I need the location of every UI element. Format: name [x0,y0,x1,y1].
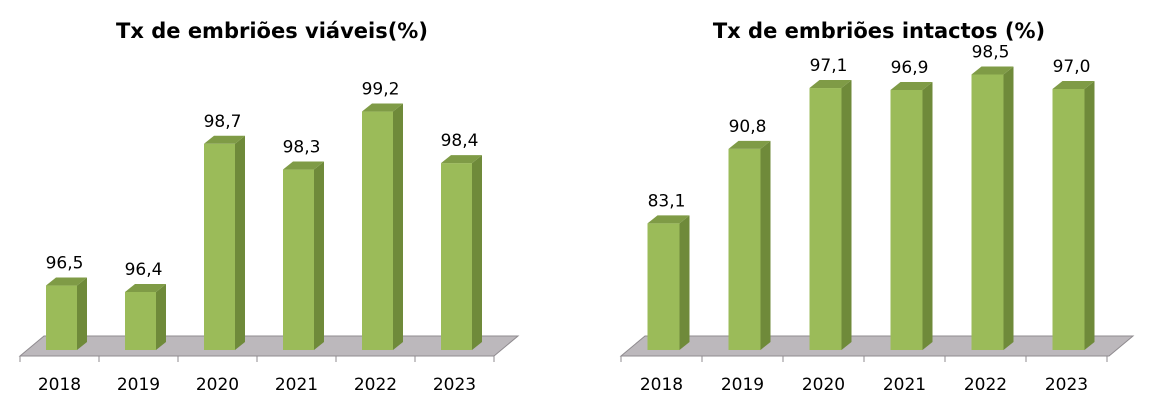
x-tick-label: 2018 [640,375,683,395]
data-label: 98,3 [283,138,321,158]
data-label: 97,1 [810,56,848,76]
x-tick-label: 2020 [802,375,845,395]
data-label: 98,5 [972,43,1010,63]
x-tick-label: 2020 [196,375,239,395]
bar-side [393,103,403,350]
bar-side [760,140,771,350]
data-label: 96,4 [125,260,163,280]
bar-side [1003,66,1014,350]
bar [728,148,761,350]
bar-top [283,161,324,170]
bar-top [809,80,852,89]
bar [971,74,1004,350]
x-tick-label: 2022 [354,375,397,395]
bar [362,111,393,350]
chart-embrioes-intactos: Tx de embriões intactos (%) 83,1 2018 90,8… [619,19,1135,395]
chart-embrioes-viaveis: Tx de embriões viáveis(%) 96,5 2018 96,4 20… [18,19,520,395]
bar-side [1084,81,1095,350]
data-label: 98,7 [204,112,242,132]
x-tick-label: 2023 [1045,375,1088,395]
bar [441,163,472,350]
bar-top [362,103,403,112]
bar-top [125,284,166,292]
bar-side [922,81,933,350]
bar [809,88,842,351]
data-label: 98,4 [441,131,479,151]
chart-title: Tx de embriões intactos (%) [713,19,1045,43]
data-label: 83,1 [648,191,686,211]
bar [890,89,923,350]
x-tick-label: 2019 [721,375,764,395]
bar-top [971,66,1014,75]
x-tick-label: 2023 [433,375,476,395]
x-tick-label: 2021 [883,375,926,395]
bar-side [472,155,482,350]
bar-side [841,80,852,351]
bar [204,143,235,350]
x-tick-label: 2022 [964,375,1007,395]
bar-top [890,81,933,90]
data-label: 97,0 [1053,57,1091,77]
bar [125,292,156,350]
bar-side [235,135,245,350]
bar [1052,89,1085,350]
bar-side [679,215,690,350]
bar-side [314,161,324,350]
bar-top [204,135,245,144]
data-label: 90,8 [729,117,767,137]
data-label: 99,2 [362,80,400,100]
x-tick-label: 2019 [117,375,160,395]
bar-top [647,215,690,224]
bar-top [46,277,87,286]
x-tick-label: 2021 [275,375,318,395]
data-label: 96,5 [46,254,84,274]
bar [283,169,314,350]
bar-side [77,277,87,350]
chart-title: Tx de embriões viáveis(%) [116,19,428,43]
bar [46,285,77,350]
bar-top [441,155,482,164]
x-tick-label: 2018 [38,375,81,395]
bar [647,223,680,350]
bar-side [156,284,166,350]
bar-top [728,140,771,149]
data-label: 96,9 [891,58,929,78]
bar-top [1052,81,1095,89]
